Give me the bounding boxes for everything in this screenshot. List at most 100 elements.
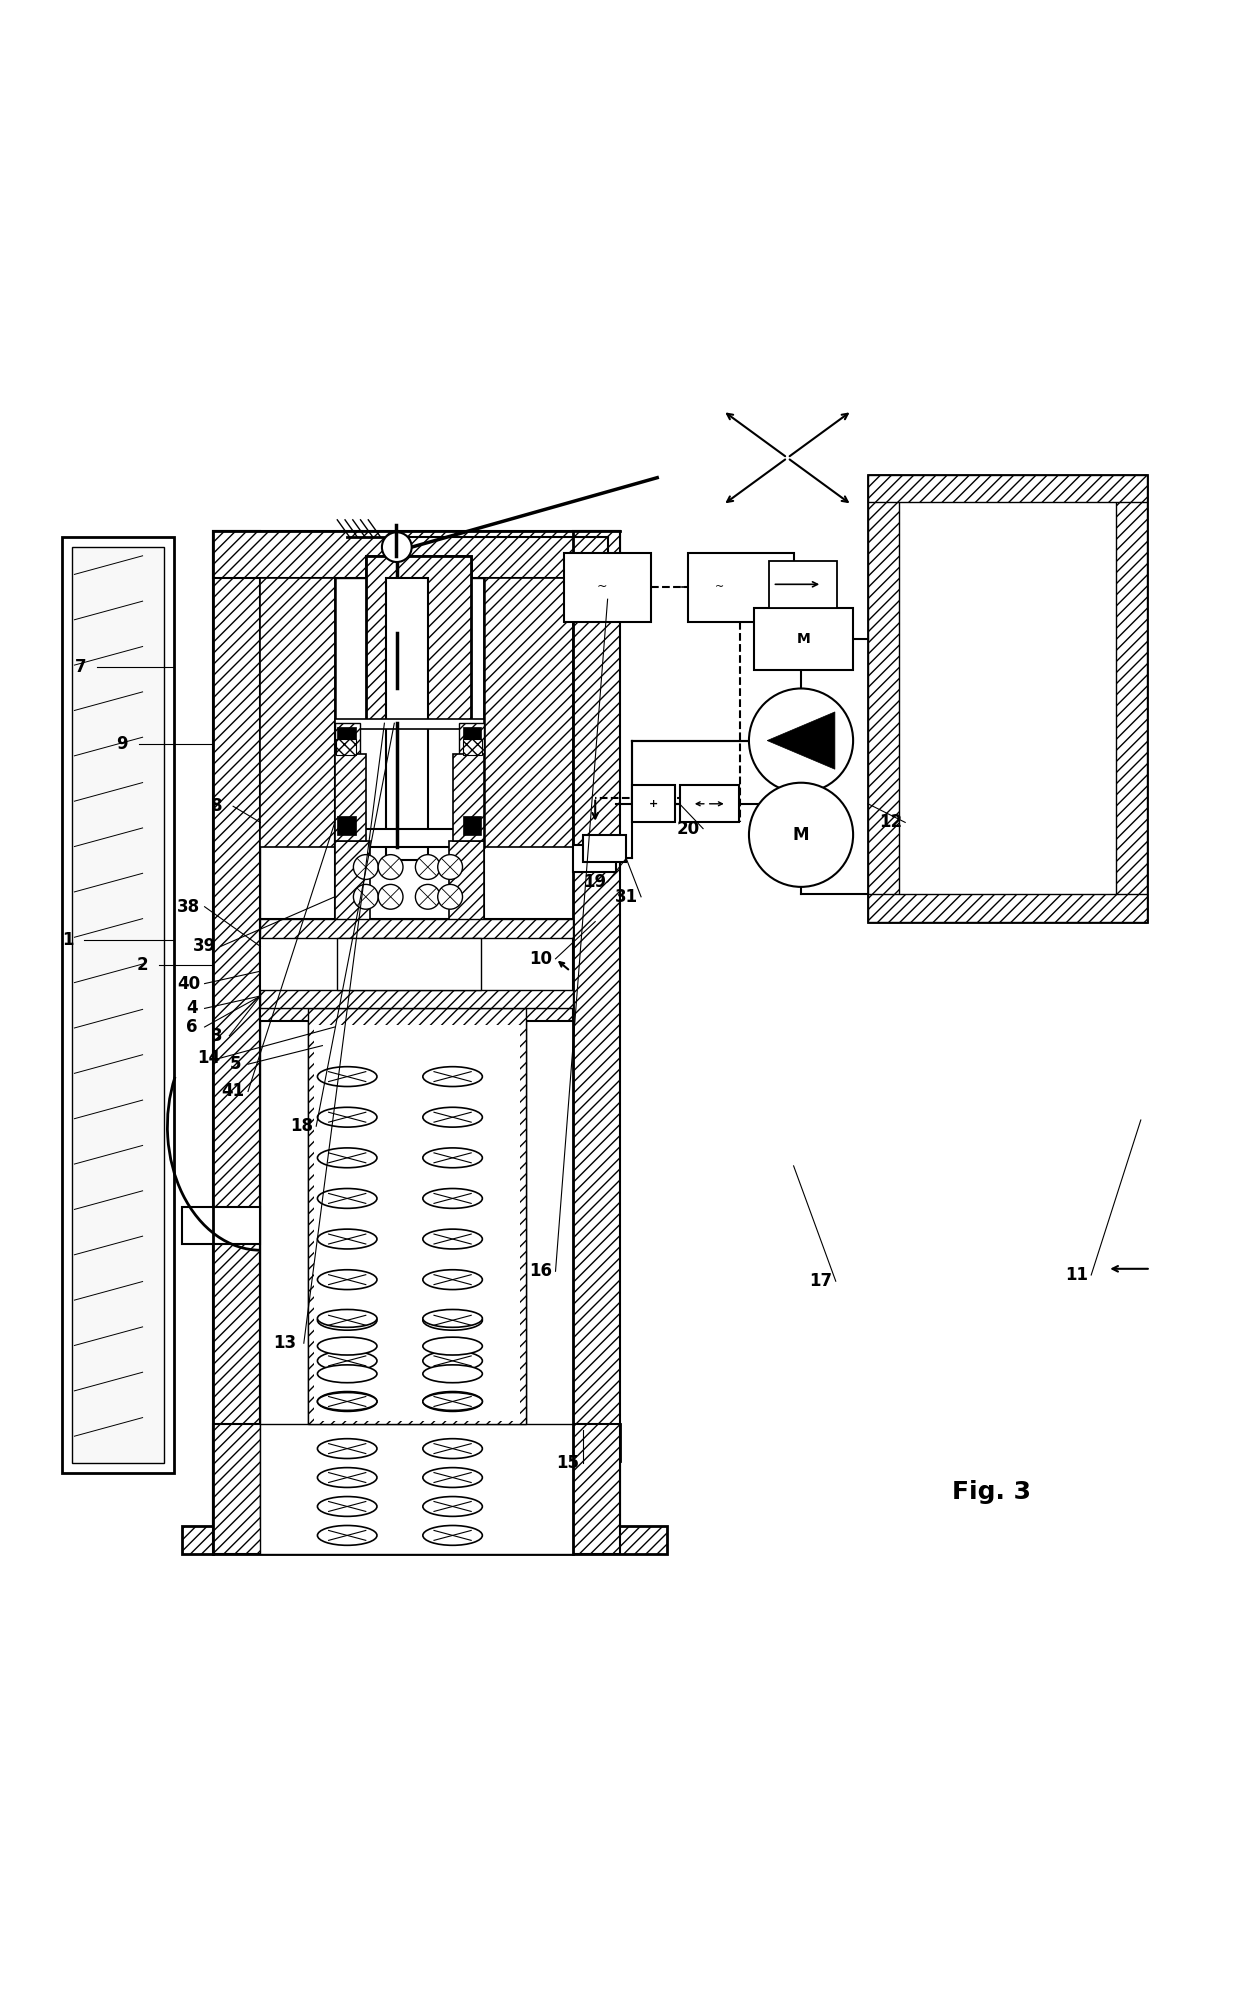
Text: 40: 40 [177,974,200,992]
Bar [688,554,794,622]
Circle shape [382,532,412,562]
Bar [336,739,356,755]
Bar [260,578,335,847]
Ellipse shape [423,1311,482,1331]
Text: 4: 4 [186,1000,198,1018]
Text: 8: 8 [211,797,223,815]
Bar [308,1020,526,1424]
Text: 7: 7 [74,659,87,677]
Bar [308,1008,526,1424]
Bar [213,1424,620,1554]
Bar [459,723,484,755]
Text: 18: 18 [290,1118,312,1135]
Text: 3: 3 [211,1026,223,1044]
Ellipse shape [423,1269,482,1289]
Bar [260,1424,573,1554]
Ellipse shape [423,1392,482,1410]
Ellipse shape [317,1496,377,1516]
Text: 14: 14 [197,1050,219,1068]
Bar [573,532,620,1554]
Circle shape [415,884,440,908]
Ellipse shape [317,1392,377,1410]
Bar [868,476,899,922]
Bar [335,723,360,755]
Bar [449,841,484,922]
Text: 6: 6 [186,1018,198,1036]
Circle shape [438,884,463,908]
Text: 19: 19 [584,872,606,890]
Bar [213,532,620,578]
Bar [463,739,482,755]
Ellipse shape [423,1189,482,1209]
Ellipse shape [317,1229,377,1249]
Bar [632,785,675,823]
Ellipse shape [423,1496,482,1516]
Ellipse shape [423,1468,482,1488]
Circle shape [353,855,378,878]
Bar [680,785,739,823]
Text: ~: ~ [714,582,724,592]
Ellipse shape [423,1337,482,1355]
Circle shape [378,884,403,908]
Text: 1: 1 [62,930,74,950]
Text: ~: ~ [596,580,606,594]
Text: 12: 12 [879,813,901,831]
Bar [754,608,853,669]
Text: M: M [792,827,810,845]
Bar [463,817,481,835]
Ellipse shape [317,1526,377,1546]
Text: 15: 15 [557,1454,579,1472]
Bar [260,1008,308,1424]
Bar [335,755,366,841]
Bar [868,476,1147,922]
Ellipse shape [423,1229,482,1249]
Text: 10: 10 [529,950,552,968]
Bar [337,938,481,990]
Text: 16: 16 [529,1263,552,1281]
Text: 17: 17 [810,1273,832,1291]
Circle shape [353,884,378,908]
Ellipse shape [423,1438,482,1458]
Ellipse shape [423,1351,482,1370]
Circle shape [438,855,463,878]
Ellipse shape [317,1392,377,1412]
Bar [260,918,573,938]
Text: +: + [649,799,658,809]
Text: M: M [796,631,811,645]
Bar [583,835,626,863]
Circle shape [378,855,403,878]
Bar [314,1024,520,1422]
Bar [1116,476,1147,922]
Bar [308,1020,526,1424]
Ellipse shape [423,1066,482,1086]
Bar [62,538,174,1474]
Ellipse shape [423,1365,482,1382]
Bar [453,755,484,841]
Bar [260,918,573,1008]
Bar [335,829,484,847]
Polygon shape [768,711,835,769]
Text: 2: 2 [136,956,149,974]
Text: 41: 41 [222,1082,244,1100]
Circle shape [749,689,853,793]
Bar [335,841,370,922]
Circle shape [415,855,440,878]
Text: 20: 20 [677,819,699,837]
Bar [573,845,616,872]
Bar [182,1526,667,1554]
Circle shape [749,783,853,886]
Ellipse shape [423,1147,482,1167]
Bar [72,548,164,1464]
Ellipse shape [423,1526,482,1546]
Ellipse shape [317,1311,377,1331]
Text: Fig. 3: Fig. 3 [952,1480,1032,1504]
Ellipse shape [317,1468,377,1488]
Text: 9: 9 [115,735,128,753]
Bar [868,894,1147,922]
Ellipse shape [317,1108,377,1127]
Bar [260,578,573,1526]
Bar [366,556,471,723]
Bar [484,578,573,847]
Ellipse shape [317,1269,377,1289]
Bar [526,1008,573,1424]
